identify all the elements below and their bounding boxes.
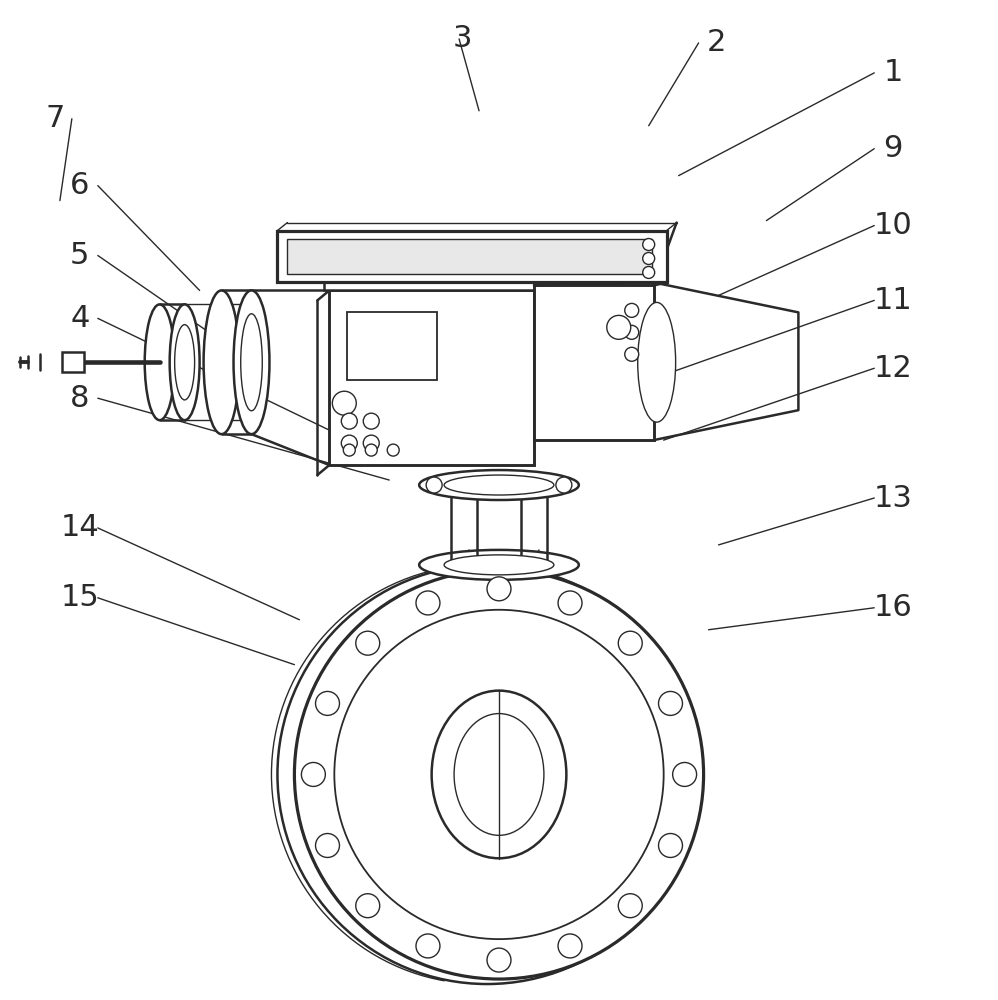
Circle shape [387,444,399,456]
Circle shape [487,577,511,601]
Circle shape [315,691,339,715]
Circle shape [334,610,664,939]
Circle shape [556,477,572,493]
Circle shape [558,934,582,958]
Circle shape [355,631,379,655]
Text: 10: 10 [874,211,912,240]
Bar [534,285,654,440]
Circle shape [673,762,697,786]
Text: 13: 13 [874,484,912,513]
Ellipse shape [638,302,676,422]
Text: 2: 2 [707,28,727,57]
Ellipse shape [444,475,554,495]
Circle shape [343,444,355,456]
Circle shape [659,691,683,715]
Text: 3: 3 [452,24,472,53]
Text: 18: 18 [415,917,453,946]
Text: 15: 15 [61,583,99,612]
Circle shape [643,239,655,250]
Text: 6: 6 [70,171,90,200]
Text: 7: 7 [45,104,65,133]
Text: 5: 5 [70,241,90,270]
Circle shape [301,762,325,786]
Ellipse shape [145,304,175,420]
Circle shape [619,631,643,655]
Circle shape [363,413,379,429]
Circle shape [643,266,655,278]
Ellipse shape [419,470,579,500]
Circle shape [607,315,631,339]
Text: 4: 4 [70,304,90,333]
Circle shape [332,391,356,415]
Circle shape [355,894,379,918]
Bar [277,231,667,282]
Circle shape [487,948,511,972]
Text: 1: 1 [883,58,903,87]
Bar [329,290,534,465]
Circle shape [315,834,339,857]
Text: 14: 14 [61,513,99,542]
Bar [347,312,437,380]
Circle shape [625,303,639,317]
Circle shape [643,252,655,264]
Ellipse shape [431,691,567,858]
Ellipse shape [454,714,544,835]
Text: 11: 11 [874,286,912,315]
Text: 8: 8 [70,384,90,413]
Text: 16: 16 [874,593,912,622]
Bar [287,239,652,274]
Ellipse shape [277,565,697,984]
Circle shape [294,570,704,979]
Circle shape [619,894,643,918]
Ellipse shape [444,555,554,575]
Bar [62,352,84,372]
Circle shape [365,444,377,456]
Text: 9: 9 [883,134,903,163]
Circle shape [558,591,582,615]
Ellipse shape [419,550,579,580]
Circle shape [341,413,357,429]
Circle shape [625,347,639,361]
Ellipse shape [170,304,200,420]
Ellipse shape [241,314,262,411]
Ellipse shape [234,290,269,434]
Circle shape [363,435,379,451]
Text: 17: 17 [518,917,556,946]
Ellipse shape [204,290,240,434]
Circle shape [426,477,442,493]
Circle shape [659,834,683,857]
Circle shape [416,934,440,958]
Bar [324,278,539,290]
Ellipse shape [645,322,670,402]
Ellipse shape [175,325,195,400]
Text: 12: 12 [874,354,912,383]
Circle shape [416,591,440,615]
Circle shape [625,325,639,339]
Circle shape [341,435,357,451]
